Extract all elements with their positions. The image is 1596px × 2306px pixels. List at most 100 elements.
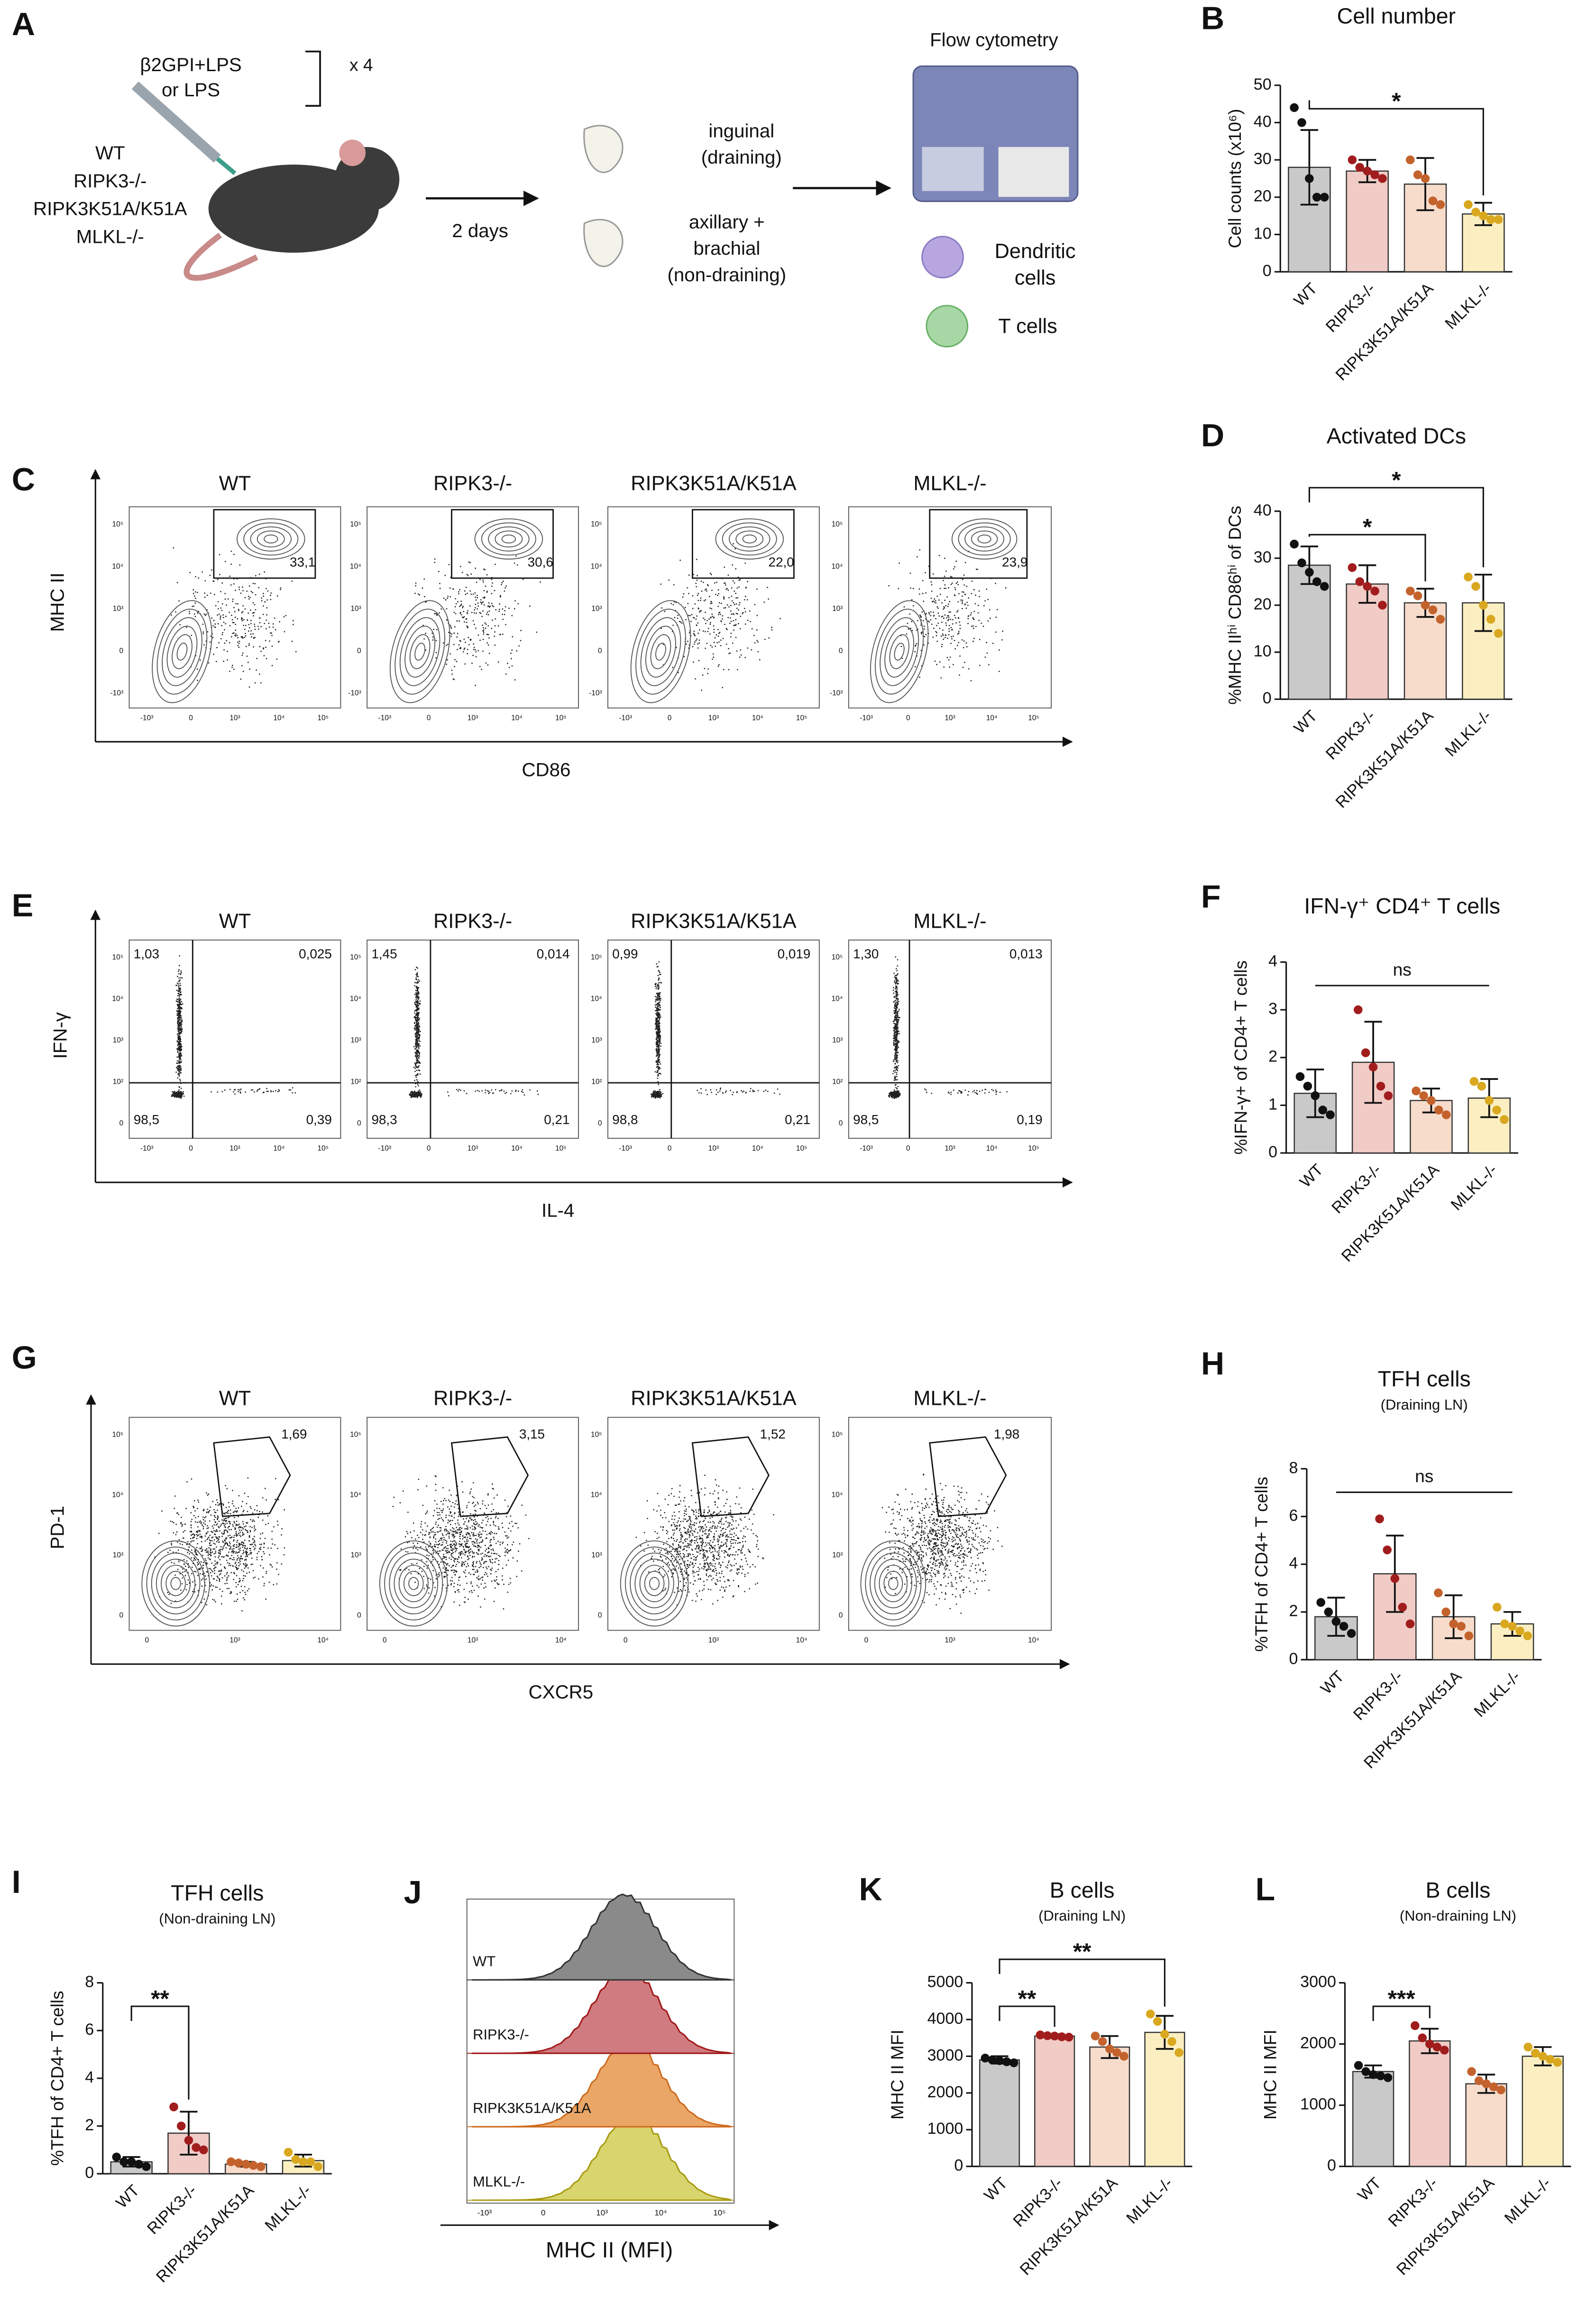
event-dot — [225, 1520, 227, 1522]
event-dot — [226, 1588, 228, 1589]
event-dot — [231, 619, 233, 620]
event-dot — [184, 1571, 186, 1572]
event-dot — [510, 653, 512, 654]
event-dot — [236, 1541, 238, 1543]
event-dot — [232, 1490, 233, 1491]
event-dot — [657, 984, 659, 986]
event-dot — [445, 599, 447, 600]
event-dot — [179, 1014, 181, 1015]
event-dot — [188, 1566, 189, 1568]
event-dot — [244, 1568, 246, 1569]
event-dot — [260, 1546, 262, 1548]
event-dot — [444, 574, 446, 576]
event-dot — [417, 987, 419, 989]
event-dot — [933, 611, 934, 613]
event-dot — [228, 1587, 230, 1589]
event-dot — [210, 1572, 211, 1574]
event-dot — [737, 597, 739, 599]
event-dot — [417, 1080, 419, 1082]
event-dot — [659, 1061, 660, 1063]
label: brachial — [693, 238, 760, 259]
event-dot — [495, 1089, 496, 1091]
event-dot — [745, 596, 746, 597]
event-dot — [743, 608, 745, 609]
event-dot — [219, 1574, 220, 1576]
event-dot — [242, 1534, 244, 1536]
event-dot — [254, 1530, 256, 1531]
event-dot — [235, 1532, 237, 1534]
event-dot — [654, 1004, 656, 1006]
event-dot — [494, 631, 495, 633]
contour — [488, 526, 530, 552]
event-dot — [896, 1050, 898, 1052]
event-dot — [211, 1544, 212, 1546]
event-dot — [479, 639, 481, 641]
event-dot — [214, 1534, 216, 1535]
event-dot — [235, 1582, 237, 1584]
event-dot — [664, 610, 666, 612]
event-dot — [482, 579, 484, 581]
event-dot — [188, 1546, 190, 1548]
event-dot — [723, 607, 725, 609]
event-dot — [948, 611, 950, 613]
event-dot — [266, 1572, 267, 1574]
event-dot — [682, 596, 684, 598]
event-dot — [212, 1571, 213, 1573]
event-dot — [244, 1565, 246, 1567]
event-dot — [474, 592, 476, 594]
event-dot — [258, 1578, 259, 1580]
event-dot — [455, 603, 457, 605]
event-dot — [701, 689, 702, 691]
event-dot — [986, 588, 988, 590]
event-dot — [220, 1564, 221, 1566]
event-dot — [446, 619, 448, 621]
event-dot — [233, 1534, 235, 1536]
event-dot — [180, 1055, 182, 1057]
event-dot — [973, 637, 975, 639]
event-dot — [254, 583, 256, 585]
event-dot — [244, 633, 246, 635]
event-dot — [212, 580, 214, 582]
event-dot — [181, 1004, 183, 1005]
event-dot — [179, 1056, 181, 1058]
event-dot — [507, 663, 508, 664]
event-dot — [931, 1092, 933, 1094]
event-dot — [949, 656, 951, 658]
event-dot — [178, 998, 180, 1000]
event-dot — [418, 1090, 420, 1092]
event-dot — [735, 619, 737, 621]
cytometer-tray — [998, 147, 1069, 197]
event-dot — [220, 618, 221, 620]
event-dot — [720, 639, 722, 641]
event-dot — [250, 609, 251, 611]
event-dot — [224, 629, 225, 631]
event-dot — [248, 612, 249, 614]
flow-tick: 10⁵ — [796, 714, 807, 722]
event-dot — [184, 1530, 186, 1531]
event-dot — [190, 1527, 192, 1529]
event-dot — [897, 1000, 899, 1002]
event-dot — [896, 995, 897, 996]
flow-tick: 10³ — [229, 714, 240, 722]
event-dot — [485, 662, 487, 664]
event-dot — [247, 1547, 248, 1549]
event-dot — [488, 653, 490, 655]
event-dot — [266, 607, 268, 609]
event-dot — [244, 1599, 246, 1601]
event-dot — [235, 1600, 237, 1602]
event-dot — [257, 628, 259, 630]
event-dot — [660, 1036, 661, 1038]
event-dot — [288, 1089, 290, 1091]
event-dot — [226, 1582, 228, 1584]
event-dot — [900, 646, 902, 647]
label: x 4 — [349, 55, 373, 74]
flow-title: RIPK3K51A/K51A — [631, 472, 796, 495]
event-dot — [176, 1531, 178, 1533]
event-dot — [965, 642, 967, 644]
event-dot — [494, 636, 495, 637]
event-dot — [893, 1043, 895, 1045]
event-dot — [231, 664, 233, 666]
event-dot — [939, 627, 941, 629]
event-dot — [935, 631, 937, 632]
event-dot — [897, 1046, 899, 1048]
